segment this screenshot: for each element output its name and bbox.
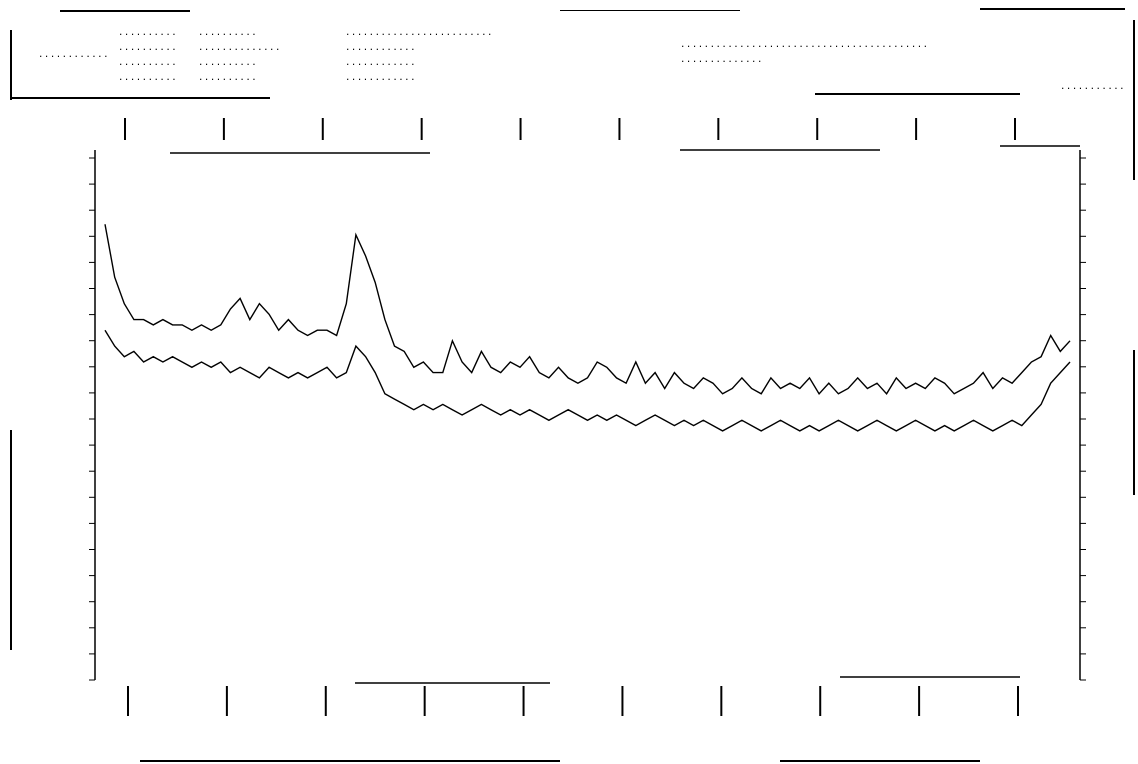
header-corner-label: ...........	[1060, 82, 1126, 92]
header-col2-line: ..........	[198, 73, 258, 83]
header-col3-line: ............	[345, 58, 417, 68]
right-side-rule	[1133, 350, 1135, 495]
header-col4-line: ........................................…	[680, 40, 929, 50]
header-col3-line: ............	[345, 73, 417, 83]
header-right-vertical-rule	[1133, 20, 1135, 180]
bottom-axis-ticks	[127, 686, 1019, 716]
footer-rule-right	[780, 760, 980, 762]
header-col2-line: ..............	[198, 43, 281, 53]
header-col1-line: ..........	[118, 73, 178, 83]
series-line-1	[104, 224, 1071, 395]
right-axis-ticks	[1080, 157, 1086, 681]
header-col2-line: ..........	[198, 58, 258, 68]
header-col3-line: .........................	[345, 28, 493, 38]
header-col1-line: ..........	[118, 58, 178, 68]
header-col3-line: ............	[345, 43, 417, 53]
footer-rule-left	[140, 760, 560, 762]
series-layer	[104, 224, 1071, 432]
header-bottom-rule-right	[815, 93, 1020, 95]
chart-frame	[94, 145, 1081, 684]
header-col4-line: ..............	[680, 55, 763, 65]
series-line-2	[104, 329, 1071, 432]
header-bottom-rule	[10, 97, 270, 99]
header-col1-line: ..........	[118, 28, 178, 38]
header-top-rule-left	[60, 10, 190, 12]
header-top-rule-right	[980, 8, 1125, 10]
header-left-vertical-rule	[10, 30, 12, 100]
top-axis-ticks	[124, 118, 1016, 140]
header-top-rule-mid	[560, 10, 740, 11]
left-side-rule	[10, 430, 12, 650]
left-axis-ticks	[89, 157, 95, 681]
header-col2-line: ..........	[198, 28, 258, 38]
header-left-block-label: ............	[38, 50, 110, 60]
header-col1-line: ..........	[118, 43, 178, 53]
